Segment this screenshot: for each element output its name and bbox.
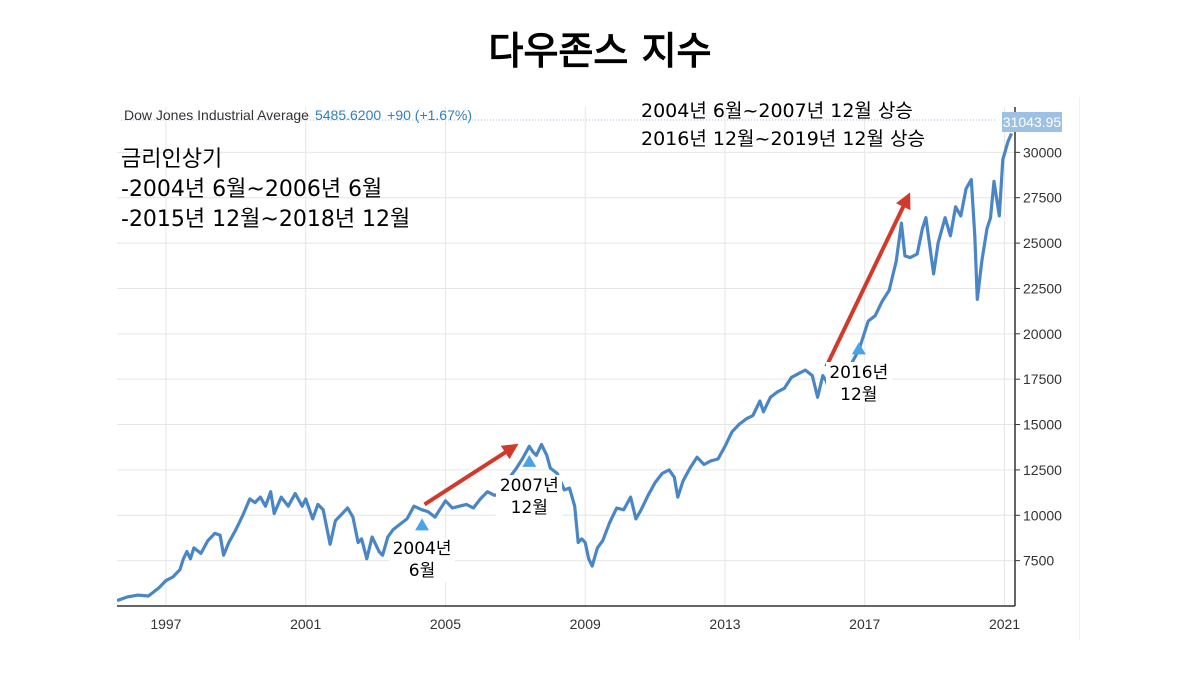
event-marker <box>415 518 430 531</box>
y-tick-label: 22500 <box>1023 280 1062 296</box>
y-tick-label: 7500 <box>1023 553 1054 569</box>
y-tick-label: 30000 <box>1023 144 1062 160</box>
page-title: 다우존스 지수 <box>488 29 712 73</box>
dow-series-line <box>117 132 1013 603</box>
rally-arrow-2004 <box>423 443 519 507</box>
event-annotation-line: 2016년 <box>829 363 889 384</box>
legend-value: 5485.6200 <box>314 107 382 123</box>
chart-canvas: 7500 10000 12500 15000 17500 20000 22500 25000 2… <box>117 97 1080 640</box>
legend-change: +90 (+1.67%) <box>387 107 472 123</box>
rate-hike-note: 금리인상기 -2004년 6월~2006년 6월 -2015년 12월~2018… <box>121 145 410 235</box>
event-annotation-line: 6월 <box>408 561 436 582</box>
x-tick-label: 2021 <box>989 616 1020 632</box>
y-tick-label: 12500 <box>1023 462 1062 478</box>
rally-note: 2004년 6월~2007년 12월 상승 2016년 12월~2019년 12… <box>641 97 925 153</box>
note-left-line: -2004년 6월~2006년 6월 <box>121 177 383 202</box>
chart-area: 7500 10000 12500 15000 17500 20000 22500 25000 2… <box>117 97 1080 640</box>
x-tick-label: 2017 <box>849 616 880 632</box>
x-tick-label: 2009 <box>570 616 601 632</box>
event-annotation-line: 12월 <box>510 497 548 518</box>
y-tick-label: 25000 <box>1023 235 1062 251</box>
x-tick-label: 2013 <box>709 616 740 632</box>
event-annotation-line: 2004년 <box>392 539 452 560</box>
note-right-line: 2004년 6월~2007년 12월 상승 <box>641 100 913 122</box>
event-annotation: 2016년 12월 <box>825 362 892 407</box>
y-tick-label: 27500 <box>1023 190 1062 206</box>
y-tick-label: 17500 <box>1023 371 1062 387</box>
x-tick-label: 2001 <box>290 616 321 632</box>
event-annotation: 2004년 6월 <box>389 538 456 583</box>
note-left-line: 금리인상기 <box>121 147 223 172</box>
note-left-line: -2015년 12월~2018년 12월 <box>121 207 411 232</box>
event-annotation-line: 2007년 <box>499 475 559 496</box>
last-value-badge: 31043.95 <box>1002 112 1062 132</box>
y-tick-label: 15000 <box>1023 417 1062 433</box>
legend-series-name: Dow Jones Industrial Average <box>124 107 309 123</box>
rally-arrow-2016 <box>824 192 911 368</box>
y-tick-label: 10000 <box>1023 507 1062 523</box>
event-annotation: 2007년 12월 <box>496 474 563 519</box>
legend: Dow Jones Industrial Average 5485.6200 +90… <box>124 107 472 123</box>
y-tick-label: 20000 <box>1023 326 1062 342</box>
event-marker <box>522 454 537 467</box>
event-annotation-line: 12월 <box>840 385 878 406</box>
event-marker <box>851 342 866 355</box>
x-tick-label: 1997 <box>150 616 181 632</box>
note-right-line: 2016년 12월~2019년 12월 상승 <box>641 128 925 150</box>
x-tick-label: 2005 <box>430 616 461 632</box>
